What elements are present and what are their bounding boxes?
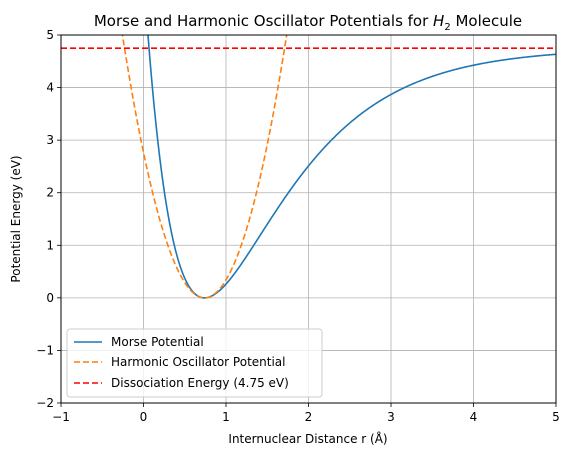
legend: Morse Potential Harmonic Oscillator Pote… xyxy=(66,328,323,398)
y-tick-label: 1 xyxy=(46,238,54,252)
y-tick-label: 5 xyxy=(46,28,54,42)
y-tick-label: 3 xyxy=(46,133,54,147)
y-tick-label: 4 xyxy=(46,81,54,95)
legend-box xyxy=(66,328,323,398)
x-tick-label: 0 xyxy=(140,410,148,424)
y-axis-label: Potential Energy (eV) xyxy=(9,155,23,282)
legend-label-morse: Morse Potential xyxy=(111,335,204,349)
x-tick-label: 5 xyxy=(552,410,560,424)
y-tick-label: −1 xyxy=(36,343,54,357)
series-lines xyxy=(61,35,556,299)
chart-title: Morse and Harmonic Oscillator Potentials… xyxy=(94,12,522,33)
x-tick-label: 1 xyxy=(222,410,230,424)
x-tick-label: 3 xyxy=(387,410,395,424)
legend-label-harmonic: Harmonic Oscillator Potential xyxy=(111,355,286,369)
legend-label-dissociation: Dissociation Energy (4.75 eV) xyxy=(111,376,289,390)
y-tick-label: 2 xyxy=(46,186,54,200)
y-tick-label: −2 xyxy=(36,396,54,410)
y-tick-label: 0 xyxy=(46,291,54,305)
x-tick-label: −1 xyxy=(52,410,70,424)
x-tick-label: 4 xyxy=(470,410,478,424)
x-axis-label: Internuclear Distance r (Å) xyxy=(228,431,387,446)
x-tick-label: 2 xyxy=(305,410,313,424)
morse-potential-line xyxy=(147,35,556,299)
